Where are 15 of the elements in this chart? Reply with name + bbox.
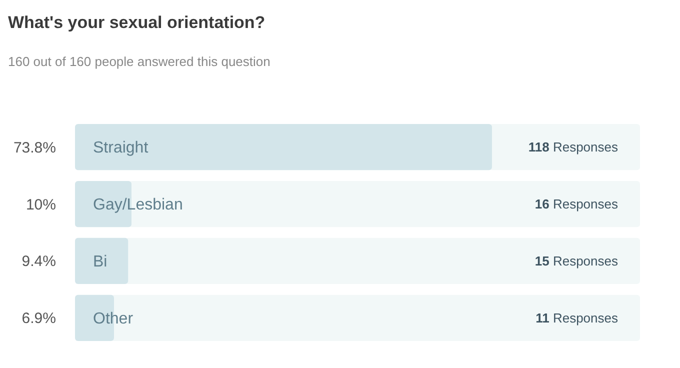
data-label: 10% — [26, 196, 56, 214]
y-tick-label: Other — [93, 310, 134, 328]
annotation: 16 Responses — [534, 196, 618, 212]
y-tick-label: Gay/Lesbian — [93, 196, 183, 214]
chart-title: What's your sexual orientation? — [8, 13, 266, 32]
annotation: 11 Responses — [536, 310, 618, 326]
annotation: 15 Responses — [534, 254, 618, 269]
bar — [75, 238, 128, 284]
y-tick-label: Bi — [93, 254, 108, 271]
y-tick-label: Straight — [93, 140, 149, 157]
data-label: 73.8% — [13, 139, 56, 156]
data-label: 6.9% — [22, 310, 56, 328]
chart-subtitle: 160 out of 160 people answered this question — [8, 54, 270, 69]
annotation: 118 Responses — [528, 140, 618, 155]
data-label: 9.4% — [22, 253, 56, 270]
